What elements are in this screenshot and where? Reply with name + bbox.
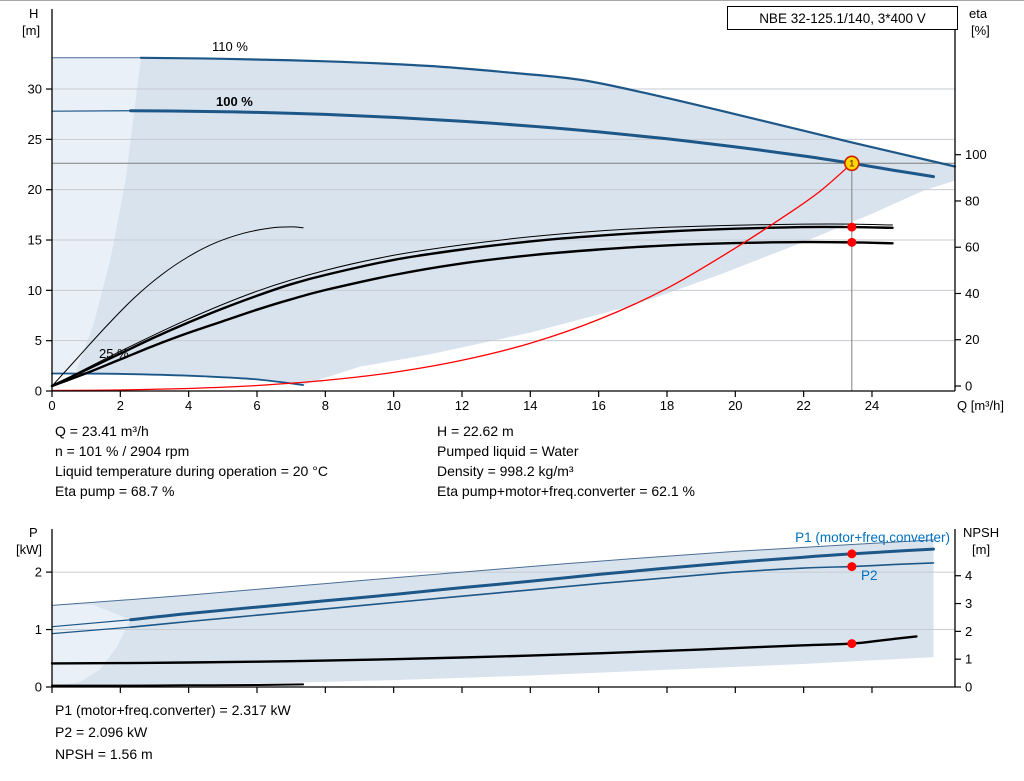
h-axis-unit: [m] [22, 23, 41, 38]
duty-info-right: H = 22.62 m Pumped liquid = Water Densit… [437, 421, 695, 501]
marker-p1-dot [847, 549, 857, 559]
y2-tick-label: 100 [965, 147, 987, 162]
info-line: Pumped liquid = Water [437, 443, 579, 459]
marker-label: 1 [849, 159, 854, 169]
marker-duty-point [844, 155, 860, 172]
curve-label-p1: P1 (motor+freq.converter) [795, 530, 950, 545]
p-axis-unit: [kW] [16, 542, 42, 557]
x-tick-label: 14 [523, 398, 537, 413]
curve-speed-25 [51, 372, 304, 386]
x-tick-label: 2 [117, 398, 124, 413]
info-line: NPSH = 1.56 m [55, 746, 153, 762]
curve-p1-left [51, 619, 132, 628]
y2-tick-label: 40 [965, 286, 979, 301]
y2-tick-label: 2 [965, 624, 972, 639]
marker-p2-dot [847, 562, 857, 572]
duty-info-left: Q = 23.41 m³/h n = 101 % / 2904 rpm Liqu… [55, 421, 328, 501]
curve-npsh [50, 635, 918, 665]
eta-axis-label: eta [969, 6, 988, 21]
y2-tick-label: 80 [965, 193, 979, 208]
power-info: P1 (motor+freq.converter) = 2.317 kW P2 … [55, 699, 291, 765]
npsh-axis-label: NPSH [963, 525, 1000, 540]
x-tick-label: 8 [322, 398, 329, 413]
y-tick-label: 25 [28, 132, 42, 147]
y-tick-label: 20 [28, 182, 42, 197]
region-operating-envelope [75, 57, 955, 386]
x-tick-label: 12 [455, 398, 469, 413]
curve-p-min-speed [51, 683, 305, 687]
y2-tick-label: 0 [965, 379, 972, 394]
info-line: Eta pump = 68.7 % [55, 483, 175, 499]
info-line: Liquid temperature during operation = 20… [55, 463, 328, 479]
curve-system-curve [51, 162, 853, 392]
info-line: Eta pump+motor+freq.converter = 62.1 % [437, 483, 695, 499]
curve-p2-left [51, 626, 132, 635]
pump-model-box: NBE 32-125.1/140, 3*400 V [727, 6, 958, 30]
x-tick-label: 10 [386, 398, 400, 413]
info-line: Q = 23.41 m³/h [55, 423, 149, 439]
y2-tick-label: 3 [965, 596, 972, 611]
curve-eta-pump-thin [51, 223, 893, 387]
curve-p2 [129, 562, 935, 628]
info-line: Density = 998.2 kg/m³ [437, 463, 574, 479]
npsh-axis-unit: [m] [972, 542, 991, 557]
y2-tick-label: 60 [965, 240, 979, 255]
curve-envelope-top-edge [51, 539, 934, 606]
curve-eta-25 [51, 226, 304, 387]
hq-eta-chart: 0 2 4 6 8 10 12 14 16 18 20 22 240510152025300204060… [28, 9, 987, 413]
pump-model-text: NBE 32-125.1/140, 3*400 V [759, 10, 926, 26]
info-line: n = 101 % / 2904 rpm [55, 443, 190, 459]
region-min-flow-wedge [52, 57, 141, 374]
y2-tick-label: 4 [965, 568, 972, 583]
p-axis-label: P [29, 525, 38, 540]
curve-label-100: 100 % [216, 94, 253, 109]
info-line: P1 (motor+freq.converter) = 2.317 kW [55, 702, 291, 718]
info-line: P2 = 2.096 kW [55, 724, 148, 740]
y-tick-label: 30 [28, 82, 42, 97]
x-tick-label: 16 [591, 398, 605, 413]
y2-tick-label: 20 [965, 332, 979, 347]
q-axis-label: Q [m³/h] [957, 398, 1004, 413]
curve-eta-pump-motor-freq [50, 240, 894, 388]
y-tick-label: 1 [35, 622, 42, 637]
y2-tick-label: 1 [965, 652, 972, 667]
curve-label-110: 110 % [212, 39, 248, 54]
y-tick-label: 0 [35, 384, 42, 399]
y-tick-label: 5 [35, 333, 42, 348]
power-npsh-chart: 0 1 2 0 1 2 3 4 [35, 529, 972, 695]
curve-speed-100 [129, 109, 935, 179]
x-tick-label: 4 [185, 398, 192, 413]
y-tick-label: 2 [35, 565, 42, 580]
x-tick-label: 22 [796, 398, 810, 413]
curve-label-p2: P2 [861, 568, 878, 583]
y-tick-label: 15 [28, 233, 42, 248]
info-line: H = 22.62 m [437, 423, 514, 439]
x-tick-label: 18 [660, 398, 674, 413]
x-tick-label: 0 [48, 398, 55, 413]
x-tick-label: 24 [865, 398, 879, 413]
x-tick-label: 20 [728, 398, 742, 413]
marker-eta-pump-dot [847, 222, 857, 232]
h-axis-label: H [29, 6, 39, 21]
x-tick-label: 6 [253, 398, 260, 413]
eta-axis-unit: [%] [971, 23, 990, 38]
marker-eta-total-dot [847, 237, 857, 247]
marker-npsh-dot [847, 639, 857, 649]
curve-eta-pump [50, 225, 894, 388]
y-tick-label: 10 [28, 283, 42, 298]
curve-speed-110 [139, 56, 957, 168]
curve-speed-100-left [51, 110, 132, 112]
curve-p1-motor-freq [129, 547, 935, 622]
curve-label-25: 25 % [99, 346, 129, 361]
y-tick-label: 0 [35, 680, 42, 695]
y2-tick-label: 0 [965, 680, 972, 695]
